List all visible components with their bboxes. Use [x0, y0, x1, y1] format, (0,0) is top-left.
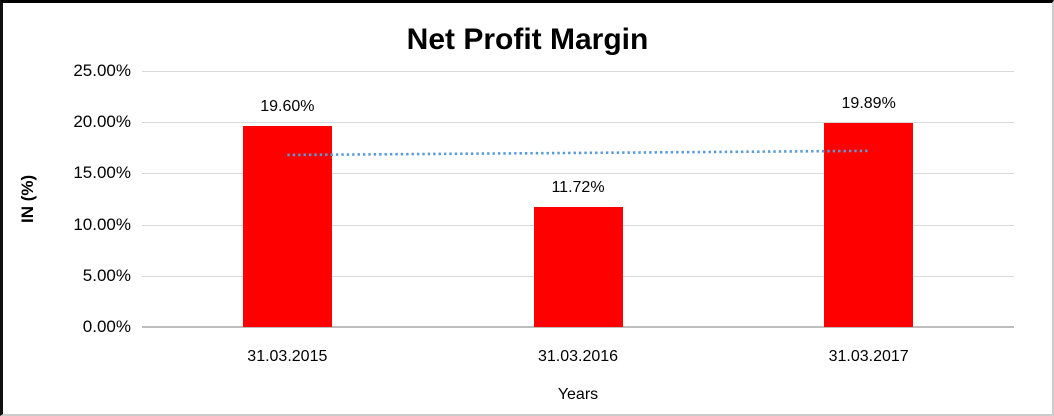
x-axis-line	[142, 326, 1014, 328]
gridline	[142, 173, 1014, 175]
y-tick-label: 10.00%	[73, 214, 131, 234]
bar-31.03.2015	[242, 126, 332, 327]
y-tick-label: 0.00%	[82, 317, 131, 336]
gridline	[142, 122, 1014, 124]
bar-value-label: 19.89%	[841, 95, 896, 113]
gridline	[142, 71, 1014, 72]
x-tick-label: 31.03.2016	[537, 348, 619, 365]
y-axis-title: IN (%)	[18, 174, 37, 224]
y-tick-label: 20.00%	[73, 112, 131, 132]
plot-area: 19.60% 11.72% 19.89%	[142, 71, 1014, 328]
bar-31.03.2016	[533, 207, 623, 327]
bar-value-label: 19.60%	[260, 98, 315, 116]
y-tick-label: 25.00%	[73, 61, 131, 80]
bar-31.03.2017	[824, 123, 914, 327]
chart-title: Net Profit Margin	[406, 23, 649, 56]
x-axis-title: Years	[557, 386, 599, 403]
x-tick-label: 31.03.2017	[828, 348, 909, 365]
y-tick-label: 5.00%	[82, 265, 131, 285]
x-tick-label: 31.03.2015	[247, 348, 328, 365]
y-tick-label: 15.00%	[73, 163, 131, 183]
bar-value-label: 11.72%	[551, 179, 605, 196]
